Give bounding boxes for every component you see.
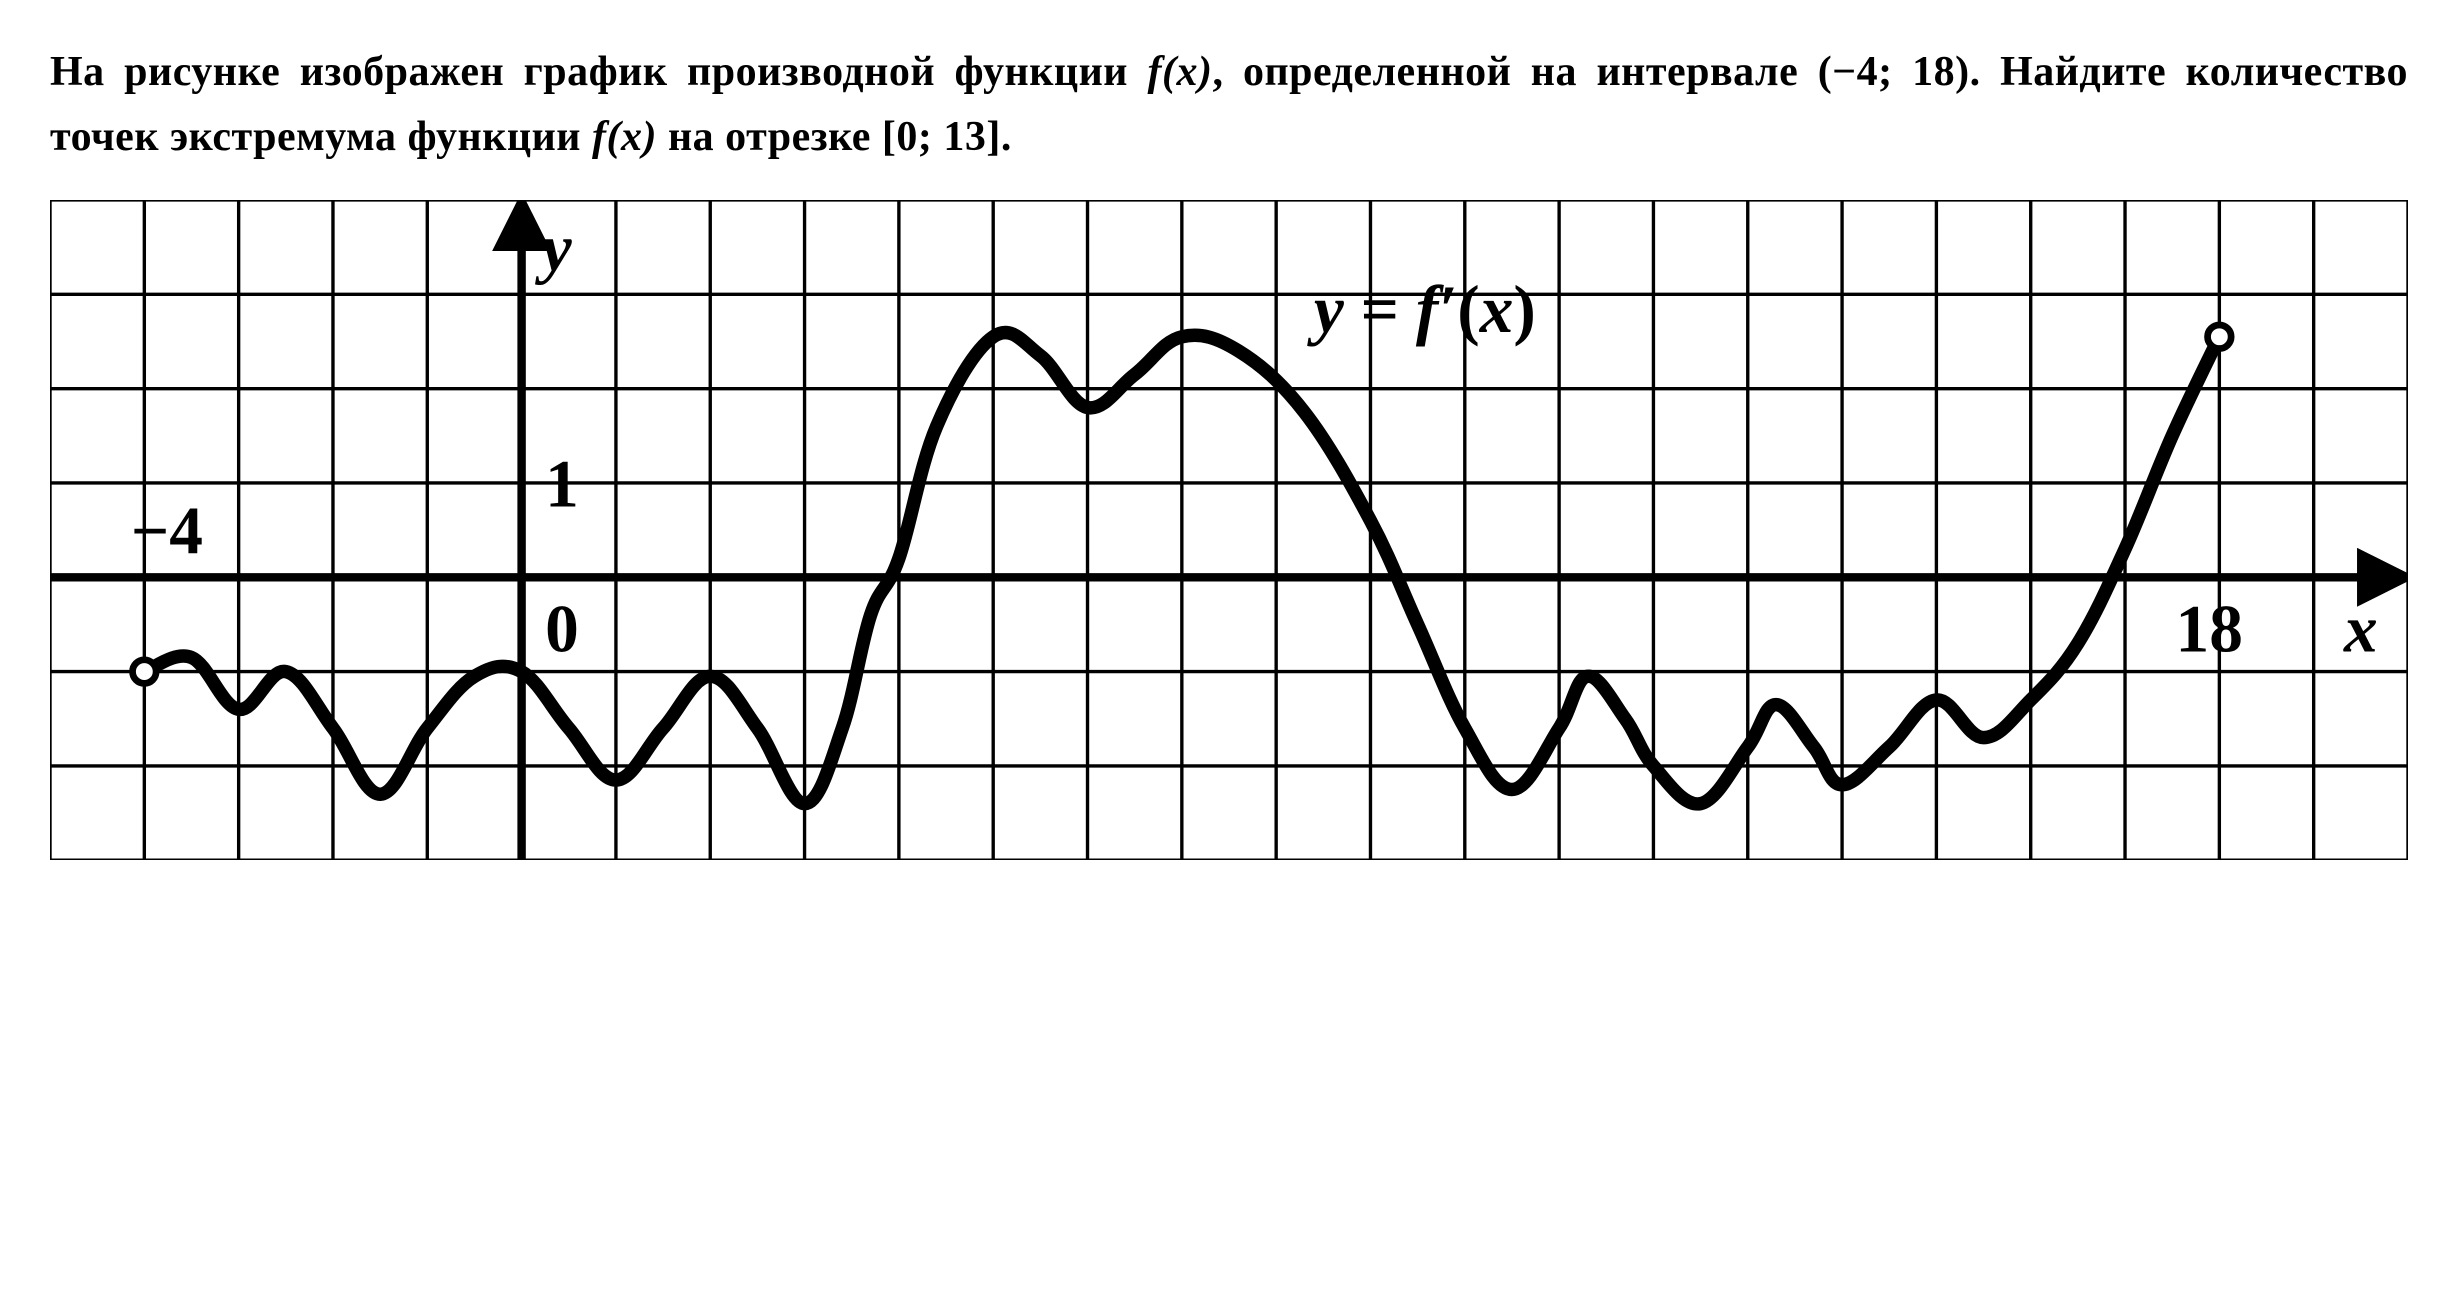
problem-statement: На рисунке изображен график производной … [50,40,2408,170]
svg-text:0: 0 [545,592,579,667]
problem-text-3: на отрезке [0; 13]. [657,114,1012,160]
svg-text:y = f′(x): y = f′(x) [1307,272,1536,347]
svg-text:−4: −4 [131,494,203,569]
svg-text:x: x [2343,592,2378,667]
problem-text-1: На рисунке изображен график производной … [50,49,1148,95]
svg-text:1: 1 [545,447,579,522]
derivative-graph: yx01−418y = f′(x) [50,200,2408,860]
problem-func-2: f(x) [592,114,657,160]
svg-text:18: 18 [2176,592,2243,667]
problem-func-1: f(x) [1148,49,1213,95]
